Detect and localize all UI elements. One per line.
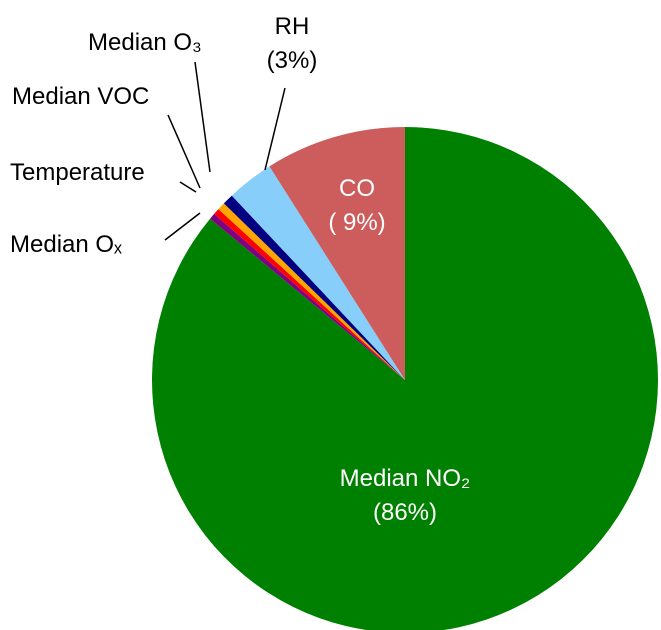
category-label: CO — [339, 175, 375, 202]
slice-label: Median O₃ — [88, 26, 288, 60]
slice-label: Median Oₓ — [10, 228, 210, 262]
callout-line — [264, 87, 286, 171]
value-label: ( 9%) — [328, 209, 386, 236]
slice-label: CO ( 9%) — [312, 172, 402, 240]
category-label: Median O₃ — [88, 29, 202, 56]
slice-label: RH (3%) — [262, 10, 322, 78]
pie-slice — [231, 166, 405, 380]
pie-slice — [210, 213, 405, 380]
callout-line — [164, 212, 201, 241]
category-label: Temperature — [10, 159, 145, 186]
pie-slice — [223, 195, 405, 380]
category-label: Median VOC — [12, 83, 150, 110]
callout-line — [167, 114, 201, 189]
callout-line — [194, 61, 211, 173]
category-label: Median Oₓ — [10, 231, 122, 258]
slice-label: Median NO₂ (86%) — [335, 462, 475, 530]
pie-slice — [152, 127, 658, 630]
pie-slice — [269, 127, 405, 380]
pie-slice — [214, 209, 405, 380]
pie-slice — [218, 203, 405, 380]
value-label: (3%) — [266, 47, 318, 74]
callout-line — [179, 181, 197, 193]
category-label: RH — [274, 13, 310, 40]
slice-label: Median VOC — [12, 80, 212, 114]
slice-label: Temperature — [10, 156, 210, 190]
value-label: (86%) — [372, 499, 438, 526]
category-label: Median NO₂ — [339, 465, 471, 492]
